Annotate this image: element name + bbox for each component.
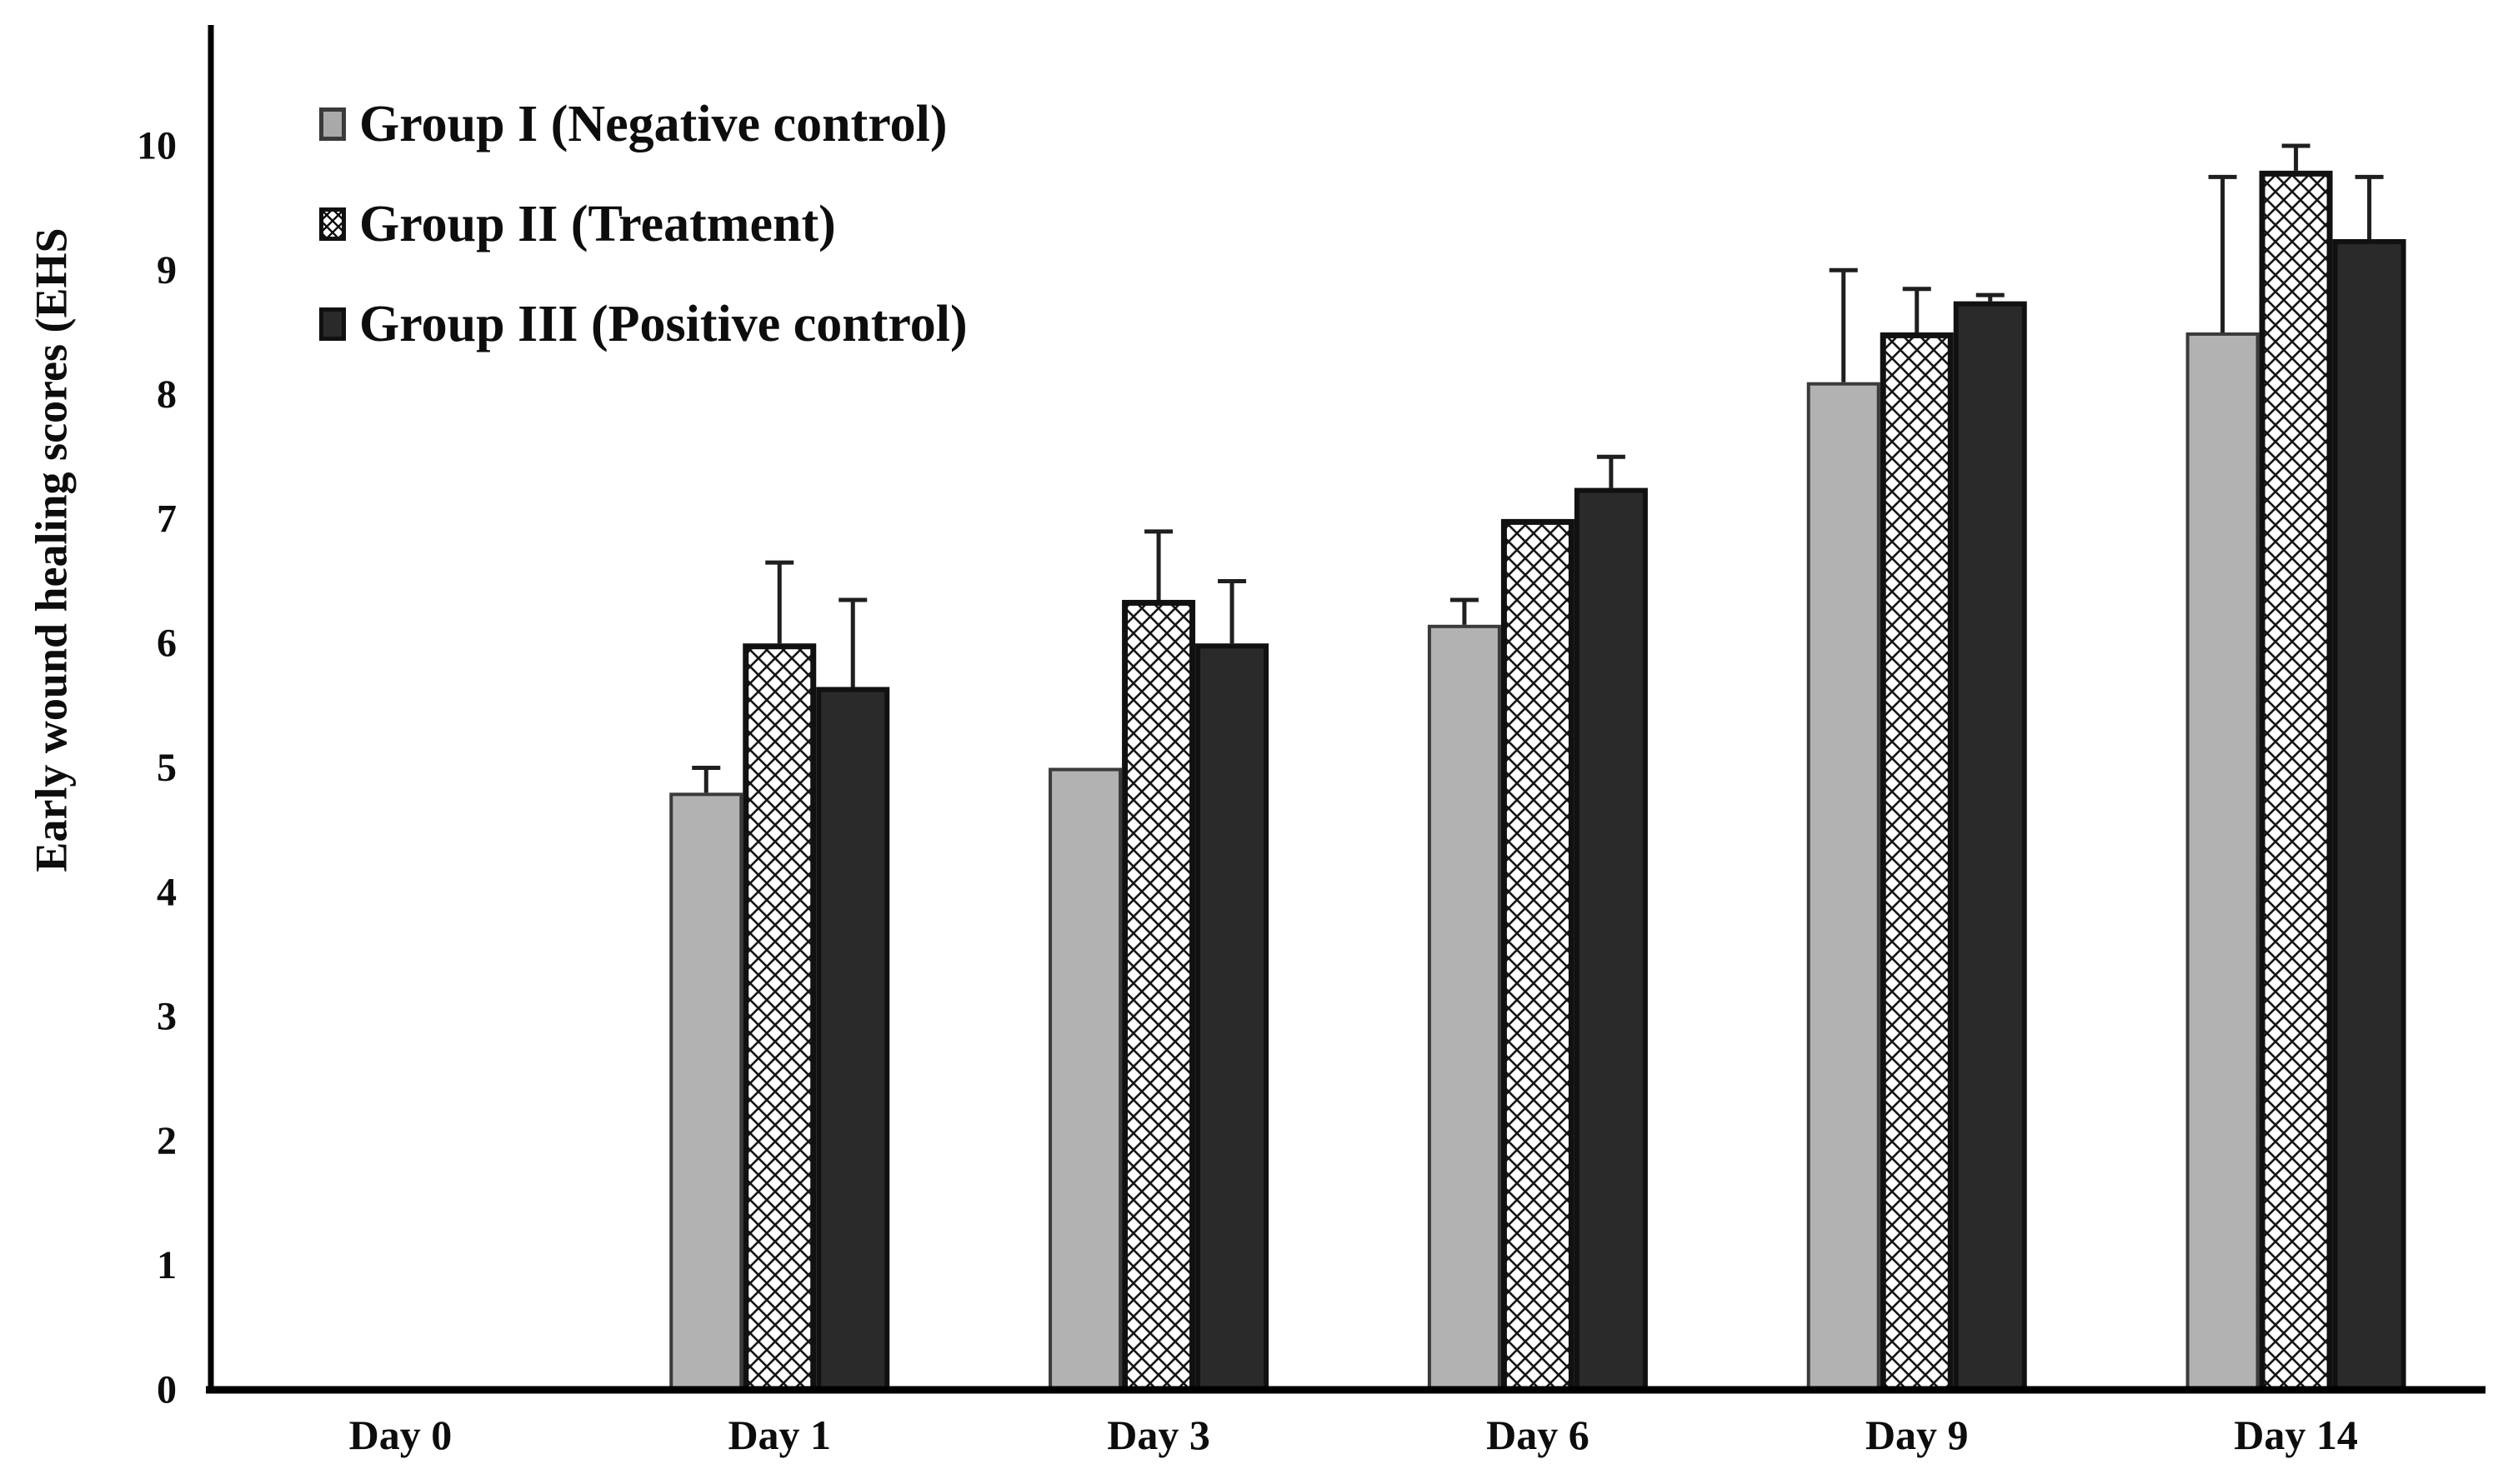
error-bar-series-3-day-14 xyxy=(2355,174,2384,239)
bar-series-3-day-14 xyxy=(2332,238,2406,1393)
bar-series-2-day-6 xyxy=(1500,518,1574,1393)
error-bar-series-2-day-9 xyxy=(1902,287,1931,332)
x-tick-label-day-1: Day 1 xyxy=(728,1412,831,1458)
y-tick-label-5: 5 xyxy=(157,746,177,790)
bar-series-1-day-9 xyxy=(1806,382,1880,1392)
y-tick-label-9: 9 xyxy=(157,248,177,292)
y-tick-label-10: 10 xyxy=(137,124,177,168)
legend-swatch-gray-icon xyxy=(319,107,346,141)
error-bar-series-1-day-14 xyxy=(2208,174,2237,332)
bar-series-3-day-1 xyxy=(816,687,890,1392)
legend-item-group-2: Group II (Treatment) xyxy=(319,198,968,250)
y-tick-label-3: 3 xyxy=(157,995,177,1039)
bar-series-3-day-6 xyxy=(1574,487,1648,1393)
bar-series-1-day-1 xyxy=(669,792,743,1392)
y-tick-label-1: 1 xyxy=(157,1243,177,1287)
error-bar-series-3-day-3 xyxy=(1218,579,1247,644)
error-bar-series-1-day-9 xyxy=(1829,267,1858,382)
error-bar-series-1-day-1 xyxy=(692,766,721,793)
legend: Group I (Negative control) Group II (Tre… xyxy=(319,98,968,350)
x-tick-label-day-0: Day 0 xyxy=(349,1412,453,1458)
y-tick-label-6: 6 xyxy=(157,622,177,666)
bar-series-1-day-6 xyxy=(1427,624,1501,1392)
error-bar-series-2-day-14 xyxy=(2281,143,2310,171)
bar-series-3-day-3 xyxy=(1195,643,1269,1392)
legend-item-group-1: Group I (Negative control) xyxy=(319,98,968,150)
y-axis-title-text: Early wound healing scores (EHS xyxy=(27,227,77,872)
y-tick-label-2: 2 xyxy=(157,1119,177,1163)
error-bar-series-1-day-6 xyxy=(1449,597,1479,625)
y-tick-label-7: 7 xyxy=(157,497,177,541)
x-tick-label-day-9: Day 9 xyxy=(1865,1412,1969,1458)
legend-swatch-dark-icon xyxy=(319,307,346,341)
bar-series-3-day-9 xyxy=(1953,301,2027,1392)
x-tick-label-day-3: Day 3 xyxy=(1107,1412,1210,1458)
y-tick-label-0: 0 xyxy=(157,1368,177,1412)
legend-item-group-3: Group III (Positive control) xyxy=(319,298,968,350)
bar-series-2-day-3 xyxy=(1122,599,1196,1393)
legend-label-group-2: Group II (Treatment) xyxy=(359,196,836,252)
error-bar-series-2-day-1 xyxy=(765,560,794,644)
bar-series-2-day-9 xyxy=(1880,332,1954,1393)
error-bar-series-2-day-3 xyxy=(1144,529,1174,600)
bar-series-1-day-14 xyxy=(2185,332,2260,1392)
legend-label-group-1: Group I (Negative control) xyxy=(359,96,948,152)
x-tick-label-day-14: Day 14 xyxy=(2234,1412,2358,1458)
bar-series-1-day-3 xyxy=(1049,767,1123,1392)
error-bar-series-3-day-9 xyxy=(1975,292,2005,302)
legend-swatch-crosshatch-icon xyxy=(319,207,346,241)
y-tick-label-8: 8 xyxy=(157,372,177,417)
y-tick-label-4: 4 xyxy=(157,870,177,914)
legend-label-group-3: Group III (Positive control) xyxy=(359,296,968,352)
error-bar-series-3-day-1 xyxy=(839,597,868,687)
bar-series-2-day-1 xyxy=(743,643,817,1393)
x-tick-label-day-6: Day 6 xyxy=(1486,1412,1589,1458)
bar-series-2-day-14 xyxy=(2259,170,2333,1393)
error-bar-series-3-day-6 xyxy=(1596,454,1625,488)
